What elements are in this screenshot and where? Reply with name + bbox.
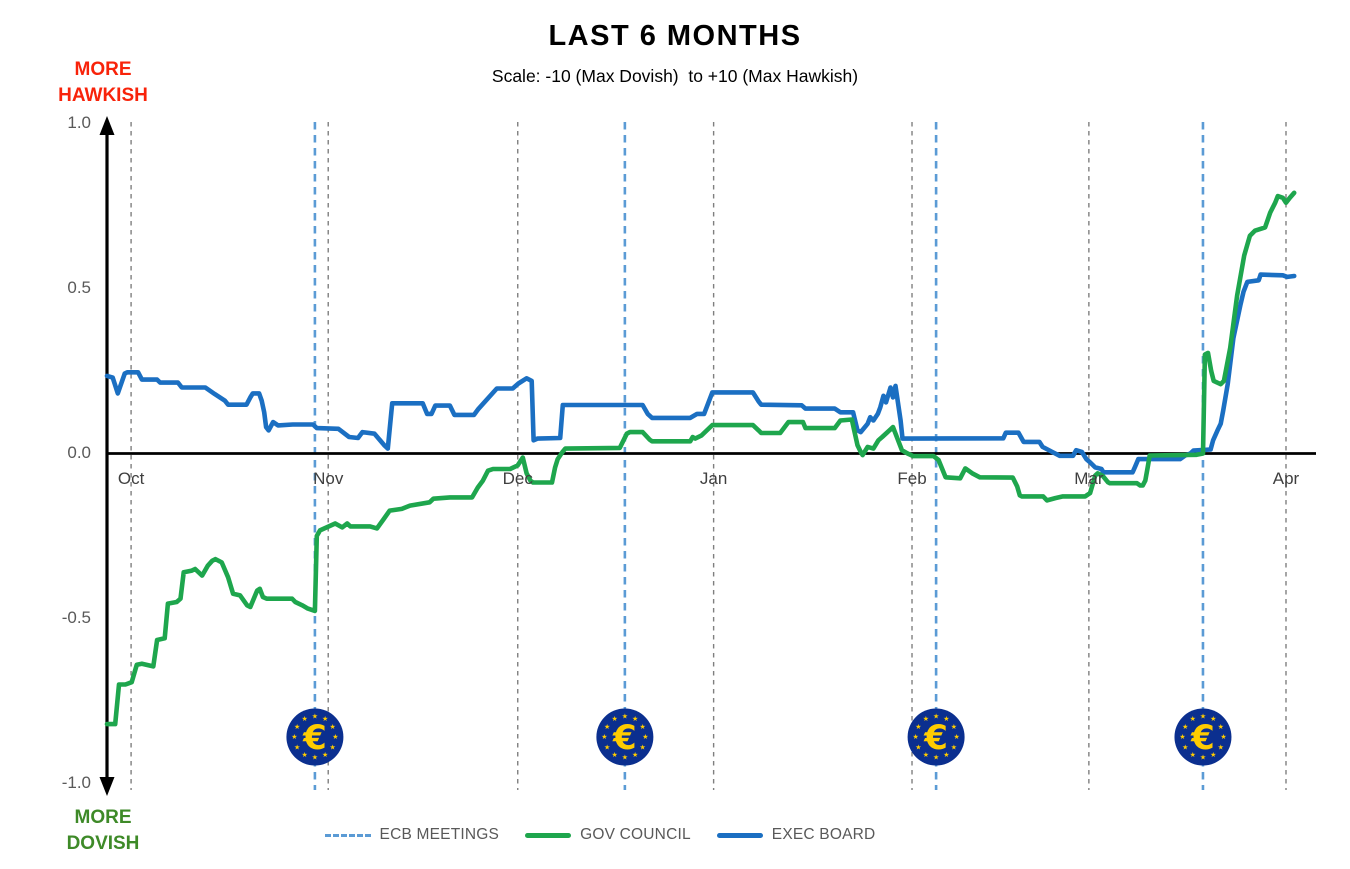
star-glyph: ★ (622, 754, 628, 762)
exec-board-line (104, 272, 1297, 475)
chart-subtitle: Scale: -10 (Max Dovish) to +10 (Max Hawk… (491, 66, 859, 86)
star-glyph: ★ (604, 723, 610, 731)
star-glyph: ★ (933, 754, 939, 762)
star-glyph: ★ (915, 743, 921, 751)
star-glyph: ★ (302, 715, 308, 723)
star-glyph: ★ (953, 733, 959, 741)
legend-label: GOV COUNCIL (580, 826, 691, 843)
star-glyph: ★ (1190, 715, 1196, 723)
star-glyph: ★ (611, 751, 617, 759)
star-glyph: ★ (322, 751, 328, 759)
month-label-jan: Jan (699, 469, 728, 488)
star-glyph: ★ (294, 743, 300, 751)
star-glyph: ★ (639, 723, 645, 731)
y-tick-label-0.5: 0.5 (67, 277, 91, 297)
star-glyph: ★ (332, 733, 338, 741)
star-glyph: ★ (632, 715, 638, 723)
star-glyph: ★ (1218, 723, 1224, 731)
star-glyph: ★ (312, 754, 318, 762)
euro-coin-icon: ★★★★★★★★★ ★ ★★€ (1174, 708, 1232, 766)
month-label-nov: Nov (313, 469, 344, 488)
star-glyph: ★ (611, 715, 617, 723)
month-label-oct: Oct (117, 469, 145, 488)
star-glyph: ★ (951, 743, 957, 751)
star-glyph: ★ (604, 743, 610, 751)
y-tick-label-1.0: 1.0 (67, 112, 91, 132)
euro-symbol: € (1190, 718, 1215, 758)
star-glyph: ★ (639, 743, 645, 751)
star-glyph: ★ (1190, 751, 1196, 759)
euro-symbol: € (612, 718, 637, 758)
month-label-feb: Feb (897, 469, 927, 488)
star-glyph: ★ (330, 723, 336, 731)
star-glyph: ★ (915, 723, 921, 731)
star-glyph: ★ (294, 723, 300, 731)
star-glyph: ★ (322, 715, 328, 723)
y-axis-arrow-down-icon (99, 777, 115, 796)
star-glyph: ★ (943, 715, 949, 723)
star-glyph: ★ (951, 723, 957, 731)
star-glyph: ★ (1182, 723, 1188, 731)
euro-coin-icon: ★★★★★★★★★ ★ ★★€ (596, 708, 654, 766)
solid-line-swatch-icon (716, 832, 763, 838)
star-glyph: ★ (302, 751, 308, 759)
y-tick-label--0.5: -0.5 (61, 607, 91, 627)
star-glyph: ★ (923, 715, 929, 723)
star-glyph: ★ (1210, 751, 1216, 759)
star-glyph: ★ (1200, 713, 1206, 721)
star-glyph: ★ (1218, 743, 1224, 751)
dashed-line-swatch-icon (324, 833, 371, 837)
legend-item-gov-council: GOV COUNCIL (525, 826, 691, 844)
star-glyph: ★ (1200, 754, 1206, 762)
chart-title: LAST 6 MONTHS (548, 20, 802, 52)
star-glyph: ★ (330, 743, 336, 751)
month-label-mar: Mar (1074, 469, 1104, 488)
legend-label: ECB MEETINGS (379, 826, 500, 843)
y-axis-arrow-up-icon (99, 116, 115, 135)
gov-council-line (104, 190, 1297, 727)
star-glyph: ★ (1179, 733, 1185, 741)
legend-item-exec-board: EXEC BOARD (716, 826, 876, 844)
star-glyph: ★ (912, 733, 918, 741)
euro-symbol: € (923, 718, 948, 758)
star-glyph: ★ (291, 733, 297, 741)
more-dovish-label: MORE DOVISH (66, 807, 140, 854)
star-glyph: ★ (1182, 743, 1188, 751)
month-label-dec: Dec (502, 469, 533, 488)
more-hawkish-label: MORE HAWKISH (58, 59, 148, 106)
euro-symbol: € (302, 718, 327, 758)
legend-label: EXEC BOARD (771, 826, 876, 843)
star-glyph: ★ (632, 751, 638, 759)
legend-item-ecb-meetings: ECB MEETINGS (324, 826, 500, 844)
star-glyph: ★ (943, 751, 949, 759)
solid-line-swatch-icon (525, 832, 572, 838)
star-glyph: ★ (622, 713, 628, 721)
y-tick-label-0.0: 0.0 (67, 442, 91, 462)
month-label-apr: Apr (1272, 469, 1300, 488)
star-glyph: ★ (601, 733, 607, 741)
star-glyph: ★ (312, 713, 318, 721)
y-tick-label--1.0: -1.0 (61, 772, 91, 792)
star-glyph: ★ (923, 751, 929, 759)
star-glyph: ★ (642, 733, 648, 741)
star-glyph: ★ (933, 713, 939, 721)
star-glyph: ★ (1210, 715, 1216, 723)
star-glyph: ★ (1220, 733, 1226, 741)
euro-coin-icon: ★★★★★★★★★ ★ ★★€ (907, 708, 965, 766)
euro-coin-icon: ★★★★★★★★★ ★ ★★€ (286, 708, 344, 766)
legend: ECB MEETINGS GOV COUNCIL EXEC BOARD (250, 820, 950, 850)
